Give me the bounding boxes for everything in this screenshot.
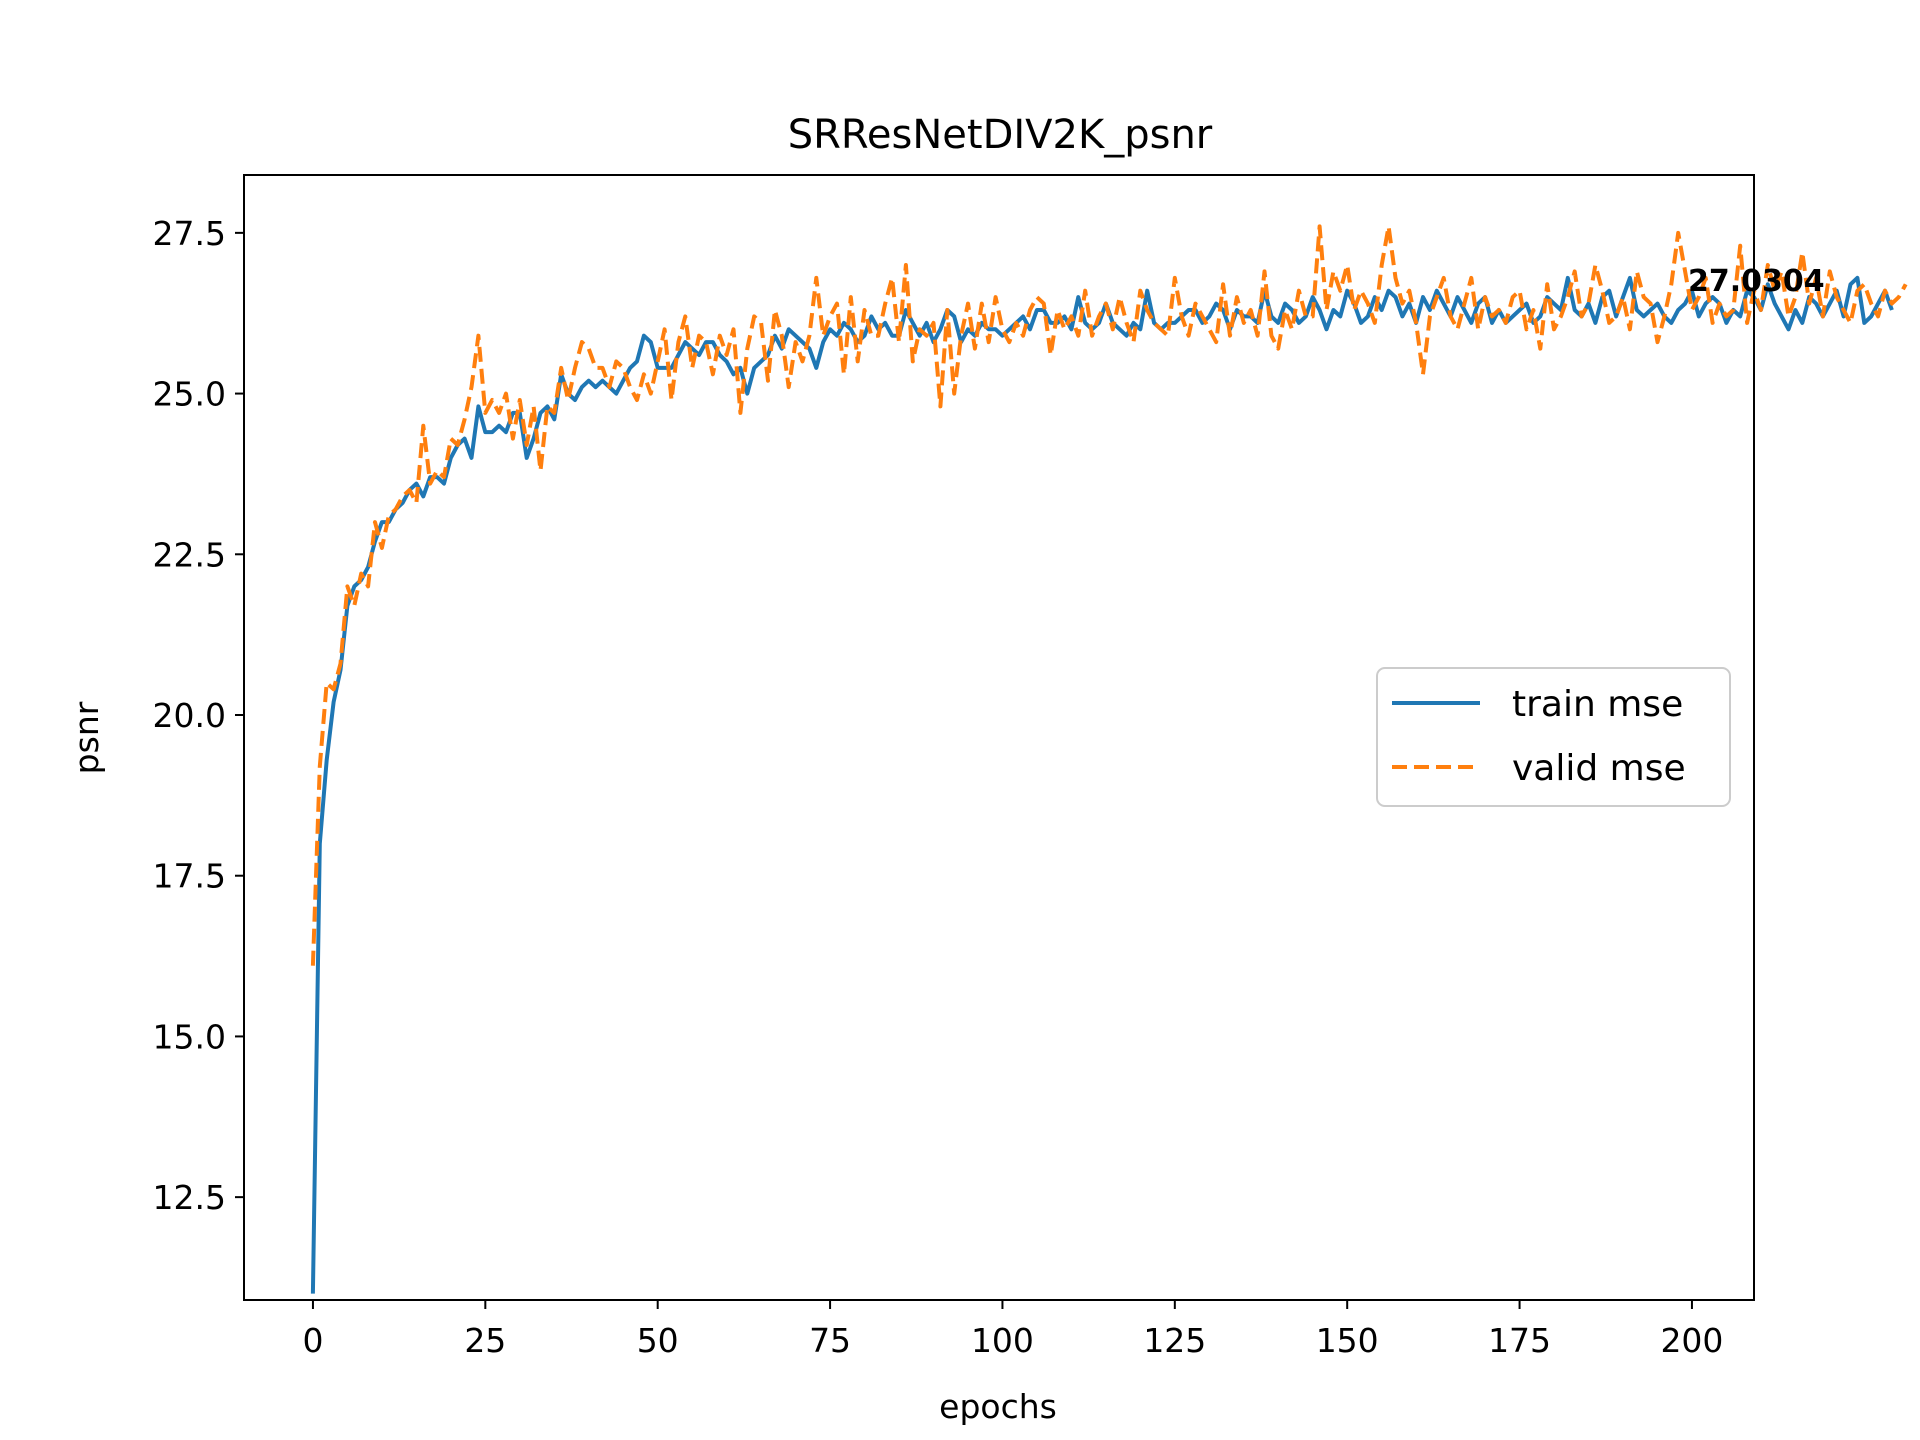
x-tick-label: 125 xyxy=(1143,1321,1206,1360)
legend-label-train: train mse xyxy=(1512,684,1683,725)
x-tick-label: 0 xyxy=(302,1321,323,1360)
y-tick-label: 25.0 xyxy=(153,375,226,414)
y-axis: 12.5 15.0 17.5 20.0 22.5 25.0 27.5 xyxy=(153,214,244,1217)
y-tick-label: 17.5 xyxy=(153,857,226,896)
series-layer xyxy=(310,224,1908,1294)
legend: train mse valid mse xyxy=(1376,667,1731,807)
y-tick-label: 15.0 xyxy=(153,1017,226,1056)
x-tick-label: 25 xyxy=(464,1321,506,1360)
y-tick-label: 22.5 xyxy=(153,535,226,574)
x-tick-label: 175 xyxy=(1488,1321,1551,1360)
y-axis-label: psnr xyxy=(67,701,106,774)
legend-label-valid: valid mse xyxy=(1512,748,1686,789)
series-line-valid-mse xyxy=(310,224,1908,966)
chart-title: SRResNetDIV2K_psnr xyxy=(788,112,1213,158)
final-value-label: 27.0304 xyxy=(1688,264,1825,299)
x-tick-label: 150 xyxy=(1316,1321,1379,1360)
x-axis-label: epochs xyxy=(939,1387,1057,1426)
x-tick-label: 75 xyxy=(809,1321,851,1360)
plot-frame xyxy=(243,174,1755,1301)
x-axis: 0 25 50 75 100 125 150 175 200 xyxy=(302,1300,1723,1360)
x-tick-label: 50 xyxy=(637,1321,679,1360)
y-tick-label: 27.5 xyxy=(153,214,226,253)
x-tick-label: 200 xyxy=(1660,1321,1723,1360)
x-tick-label: 100 xyxy=(971,1321,1034,1360)
y-tick-label: 20.0 xyxy=(153,696,226,735)
y-tick-label: 12.5 xyxy=(153,1178,226,1217)
